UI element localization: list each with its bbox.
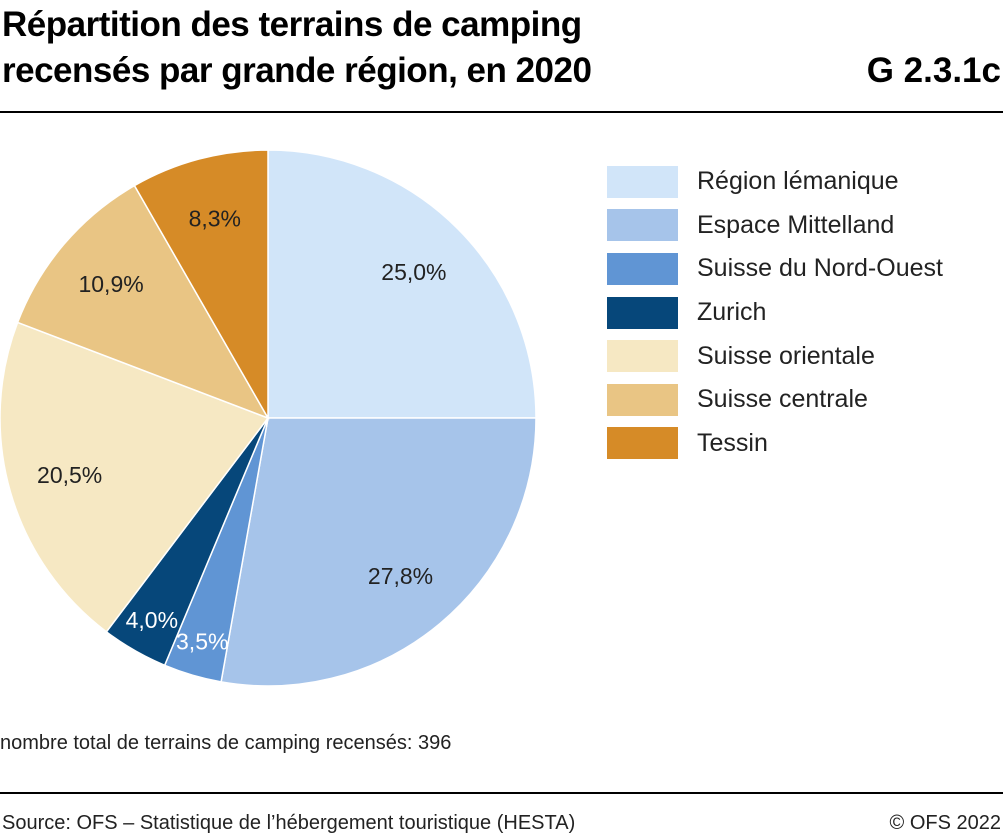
legend-label: Région lémanique (697, 167, 899, 196)
bottom-divider (0, 792, 1003, 794)
pie-slice-1 (220, 417, 537, 687)
chart-title: Répartition des terrains de camping rece… (2, 2, 682, 94)
legend-label: Suisse orientale (697, 341, 875, 370)
total-note: nombre total de terrains de camping rece… (0, 732, 452, 754)
legend-swatch (607, 340, 678, 373)
slice-label-1: 27,8% (368, 563, 433, 589)
legend-item: Zurich (607, 291, 943, 335)
pie-slice-4 (0, 321, 270, 633)
legend-swatch (607, 165, 678, 198)
pie-slice-0 (267, 149, 537, 419)
legend-swatch (607, 427, 678, 460)
legend-swatch (607, 209, 678, 242)
slice-label-3: 4,0% (126, 607, 178, 633)
legend-label: Suisse du Nord-Ouest (697, 254, 943, 283)
legend-swatch (607, 296, 678, 329)
legend-item: Suisse orientale (607, 334, 943, 378)
legend-item: Suisse centrale (607, 378, 943, 422)
legend-label: Tessin (697, 428, 768, 457)
legend-label: Zurich (697, 298, 767, 327)
top-divider (0, 111, 1003, 113)
legend: Région lémanique Espace Mittelland Suisse … (607, 160, 943, 465)
slice-label-0: 25,0% (381, 259, 446, 285)
slice-label-6: 8,3% (189, 206, 241, 232)
legend-label: Espace Mittelland (697, 210, 895, 239)
legend-item: Suisse du Nord-Ouest (607, 247, 943, 291)
slice-label-4: 20,5% (37, 462, 102, 488)
source-text: Source: OFS – Statistique de l’hébergeme… (2, 812, 576, 834)
pie-slice-6 (133, 149, 269, 421)
chart-code: G 2.3.1c (866, 51, 1001, 90)
legend-item: Espace Mittelland (607, 204, 943, 248)
slice-label-2: 3,5% (176, 629, 228, 655)
chart-title-text: Répartition des terrains de camping rece… (2, 5, 592, 90)
legend-item: Région lémanique (607, 160, 943, 204)
copyright-text: © OFS 2022 (889, 812, 1001, 834)
pie-slice-5 (16, 184, 270, 420)
legend-item: Tessin (607, 422, 943, 466)
legend-swatch (607, 252, 678, 285)
slice-label-5: 10,9% (78, 271, 143, 297)
legend-swatch (607, 383, 678, 416)
legend-label: Suisse centrale (697, 385, 868, 414)
